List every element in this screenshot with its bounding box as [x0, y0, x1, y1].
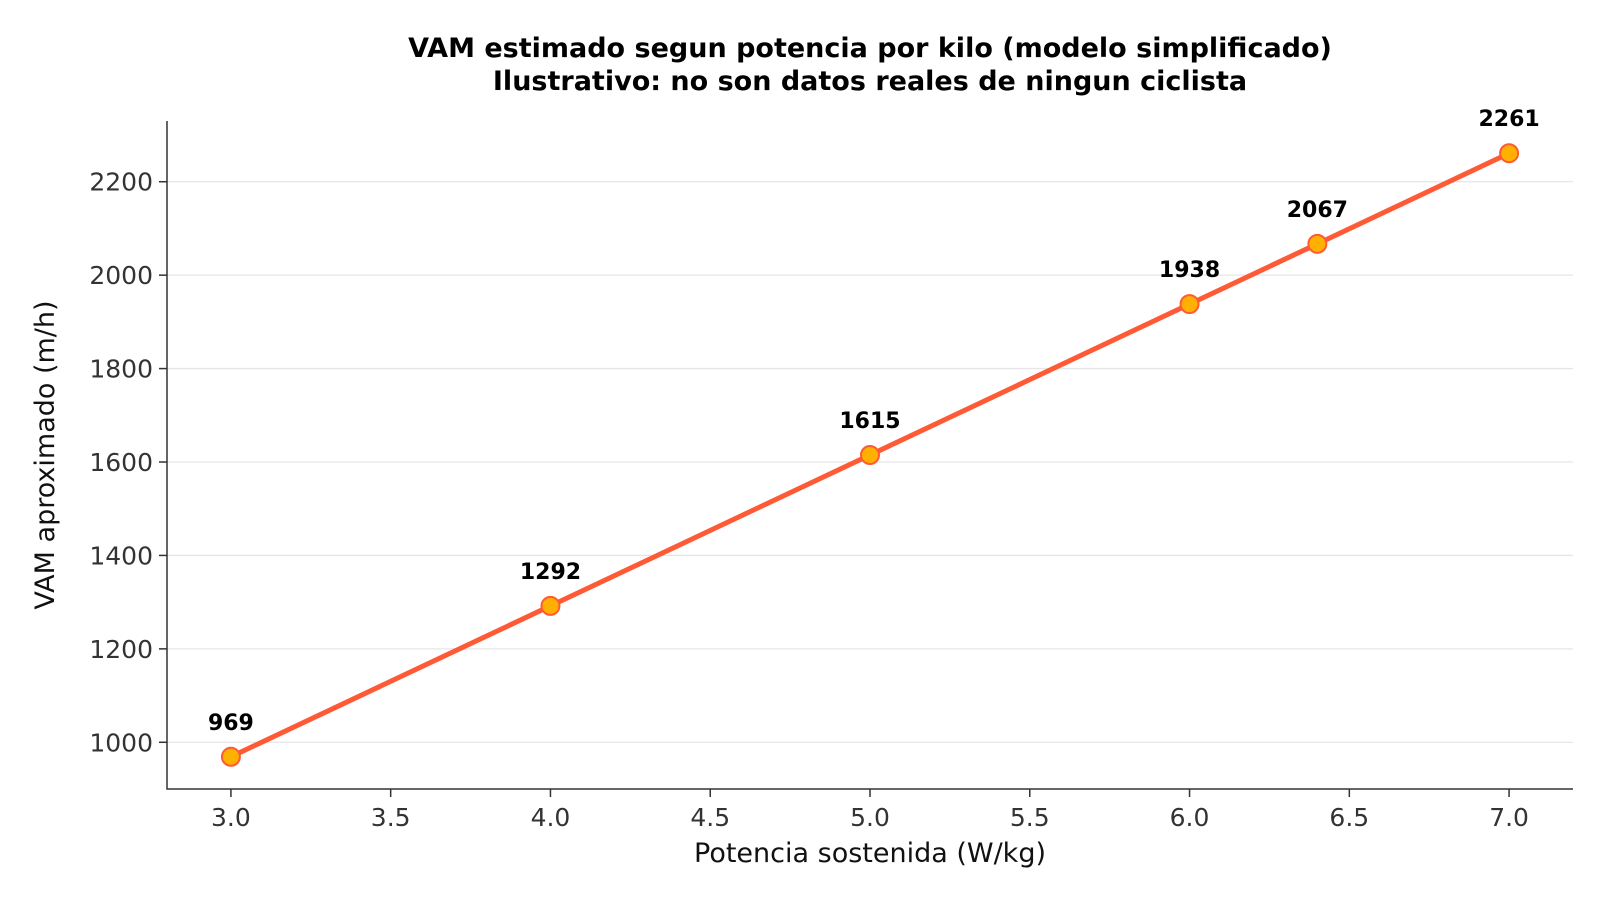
data-point — [220, 746, 241, 767]
data-label: 2067 — [1287, 198, 1348, 223]
x-tick-label: 6.0 — [1170, 803, 1210, 832]
y-tick-label: 2000 — [89, 261, 153, 290]
x-tick-label: 5.0 — [850, 803, 890, 832]
data-label: 969 — [208, 711, 254, 736]
chart-title: VAM estimado segun potencia por kilo (mo… — [408, 33, 1332, 64]
x-tick-label: 6.5 — [1329, 803, 1369, 832]
data-label: 1615 — [839, 409, 900, 434]
grid-layer — [167, 181, 1573, 743]
series-line — [228, 150, 1512, 760]
data-label: 2261 — [1478, 107, 1539, 132]
data-point — [1307, 233, 1328, 254]
data-point — [860, 445, 880, 465]
series-layer: 969 1292 1615 1938 2067 2261 — [208, 107, 1540, 767]
data-point — [1499, 143, 1520, 164]
x-tick-label: 4.0 — [531, 803, 571, 832]
x-axis-label: Potencia sostenida (W/kg) — [694, 838, 1046, 869]
y-tick-label: 1800 — [89, 355, 153, 384]
x-tick-label: 5.5 — [1010, 803, 1050, 832]
data-point — [540, 595, 561, 616]
y-tick-label: 2200 — [89, 168, 153, 197]
data-point — [1179, 294, 1200, 315]
x-tick-label: 3.0 — [211, 803, 251, 832]
x-tick-label: 4.5 — [690, 803, 730, 832]
y-tick-label: 1600 — [89, 448, 153, 477]
axes-layer: 1000 1200 1400 1600 1800 2000 2200 3.0 3.5 4.0 4.5… — [89, 121, 1573, 832]
axis-spines — [166, 121, 1573, 790]
y-tick-label: 1000 — [89, 728, 153, 757]
chart-subtitle: Ilustrativo: no son datos reales de ning… — [493, 66, 1247, 97]
data-label: 1292 — [520, 560, 581, 585]
y-tick-label: 1400 — [89, 541, 153, 570]
x-tick-label: 7.0 — [1489, 803, 1529, 832]
y-tick-label: 1200 — [89, 635, 153, 664]
x-tick-label: 3.5 — [371, 803, 411, 832]
y-axis-label: VAM aproximado (m/h) — [30, 300, 61, 609]
data-label: 1938 — [1159, 258, 1220, 283]
